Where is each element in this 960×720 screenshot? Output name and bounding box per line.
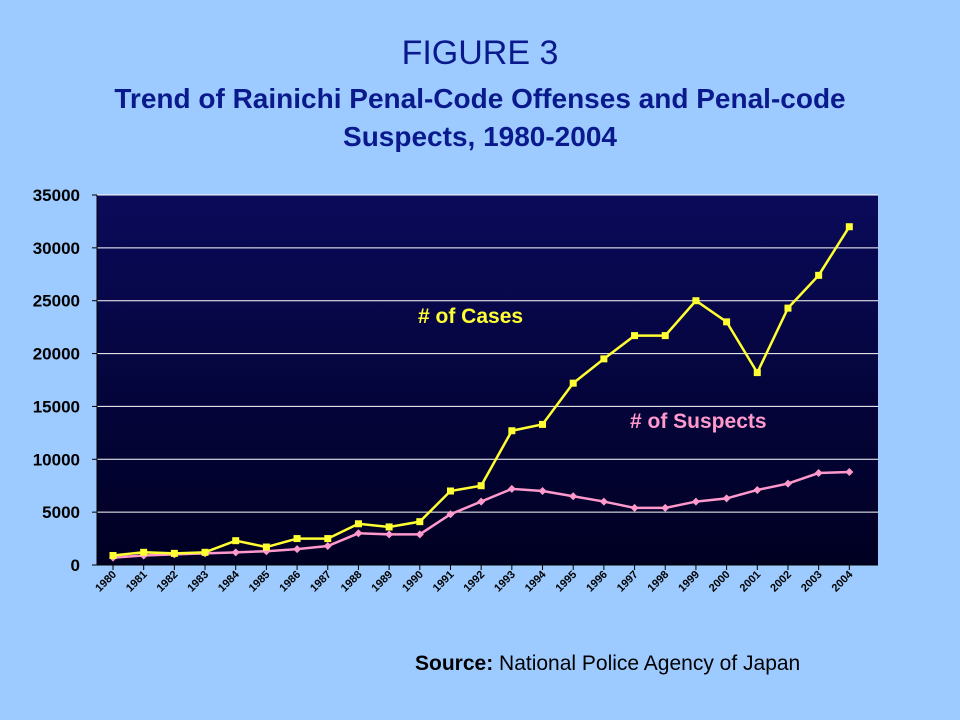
x-tick-label: 1984 bbox=[216, 568, 242, 594]
data-point-cases bbox=[109, 551, 117, 559]
x-tick-label: 2001 bbox=[738, 569, 764, 595]
data-point-cases bbox=[140, 548, 148, 556]
x-tick-label: 1997 bbox=[615, 569, 641, 595]
legend-cases-label: # of Cases bbox=[418, 305, 523, 328]
data-point-suspects bbox=[783, 479, 792, 488]
x-tick-label: 1996 bbox=[584, 569, 610, 595]
data-point-suspects bbox=[354, 529, 363, 538]
y-tick-label: 30000 bbox=[33, 239, 80, 258]
x-tick-label: 1990 bbox=[400, 569, 426, 595]
x-tick-label: 1991 bbox=[431, 569, 457, 595]
data-point-suspects bbox=[691, 497, 700, 506]
data-point-suspects bbox=[814, 469, 823, 478]
y-tick-label: 5000 bbox=[42, 503, 80, 522]
data-point-suspects bbox=[630, 503, 639, 512]
gridlines bbox=[97, 194, 878, 513]
data-point-cases bbox=[477, 482, 485, 490]
data-point-cases bbox=[784, 304, 792, 312]
x-tick-label: 1982 bbox=[155, 569, 181, 595]
data-point-suspects bbox=[569, 492, 578, 501]
y-tick-label: 35000 bbox=[33, 186, 80, 205]
x-tick-label: 1986 bbox=[277, 569, 303, 595]
x-tick-label: 1989 bbox=[369, 569, 395, 595]
data-point-cases bbox=[723, 318, 731, 326]
data-point-cases bbox=[416, 518, 424, 526]
x-tick-label: 2000 bbox=[707, 569, 733, 595]
data-point-cases bbox=[170, 549, 178, 557]
data-point-cases bbox=[600, 355, 608, 363]
y-tick-label: 10000 bbox=[33, 450, 80, 469]
data-point-cases bbox=[385, 523, 393, 531]
data-point-cases bbox=[446, 487, 454, 495]
data-point-suspects bbox=[722, 494, 731, 503]
data-point-cases bbox=[539, 420, 547, 428]
x-tick-label: 1995 bbox=[554, 569, 580, 595]
data-point-suspects bbox=[599, 497, 608, 506]
y-tick-label: 20000 bbox=[33, 345, 80, 364]
x-tick-label: 1998 bbox=[646, 569, 672, 595]
data-point-cases bbox=[508, 427, 516, 435]
data-point-cases bbox=[661, 332, 669, 340]
data-point-suspects bbox=[446, 510, 455, 519]
x-tick-label: 2004 bbox=[830, 568, 856, 594]
source-text: National Police Agency of Japan bbox=[499, 652, 801, 675]
x-axis-ticks: 1980 1981 1982 1983 1984 1985 1986 1987 1988 1989… bbox=[93, 565, 856, 594]
x-tick-label: 2003 bbox=[799, 569, 825, 595]
data-point-suspects bbox=[385, 530, 394, 539]
data-point-suspects bbox=[661, 503, 670, 512]
data-point-suspects bbox=[293, 545, 302, 554]
data-point-suspects bbox=[753, 485, 762, 494]
data-point-suspects bbox=[538, 487, 547, 495]
data-point-cases bbox=[631, 332, 639, 340]
data-point-suspects bbox=[231, 548, 240, 557]
data-point-cases bbox=[324, 535, 332, 543]
data-point-suspects bbox=[323, 541, 332, 550]
y-tick-label: 0 bbox=[71, 556, 80, 575]
data-point-cases bbox=[692, 297, 700, 305]
x-tick-label: 2002 bbox=[768, 569, 794, 595]
data-point-cases bbox=[569, 379, 577, 387]
data-point-suspects bbox=[477, 497, 486, 506]
data-point-cases bbox=[201, 548, 209, 556]
y-tick-label: 15000 bbox=[33, 397, 80, 416]
x-tick-label: 1980 bbox=[93, 569, 119, 595]
source-label: Source: bbox=[415, 652, 494, 675]
x-tick-label: 1992 bbox=[461, 569, 487, 595]
source-note: Source: National Police Agency of Japan bbox=[415, 652, 800, 676]
x-tick-label: 1983 bbox=[185, 569, 211, 595]
y-axis-ticks: 0 5000 10000 15000 20000 25000 30000 35000 bbox=[33, 186, 878, 575]
data-point-cases bbox=[753, 369, 761, 377]
x-tick-label: 1988 bbox=[339, 569, 365, 595]
data-point-cases bbox=[262, 543, 270, 551]
chart-title: Trend of Rainichi Penal-Code Offenses an… bbox=[114, 83, 846, 152]
x-tick-label: 1999 bbox=[676, 569, 702, 595]
data-point-cases bbox=[815, 271, 823, 279]
data-point-cases bbox=[845, 223, 853, 231]
x-tick-label: 1993 bbox=[492, 569, 518, 595]
data-point-cases bbox=[354, 520, 362, 528]
data-point-suspects bbox=[507, 484, 516, 493]
plot-area bbox=[97, 195, 878, 565]
figure-label: FIGURE 3 bbox=[401, 34, 559, 72]
x-tick-label: 1987 bbox=[308, 569, 334, 595]
y-tick-label: 25000 bbox=[33, 292, 80, 311]
data-point-suspects bbox=[845, 467, 854, 476]
x-tick-label: 1994 bbox=[523, 568, 549, 594]
x-tick-label: 1985 bbox=[247, 569, 273, 595]
data-point-cases bbox=[293, 535, 301, 543]
legend-suspects-label: # of Suspects bbox=[630, 410, 767, 433]
x-tick-label: 1981 bbox=[124, 569, 150, 595]
data-point-suspects bbox=[415, 530, 424, 539]
data-point-cases bbox=[232, 537, 240, 545]
series-group bbox=[109, 223, 854, 562]
